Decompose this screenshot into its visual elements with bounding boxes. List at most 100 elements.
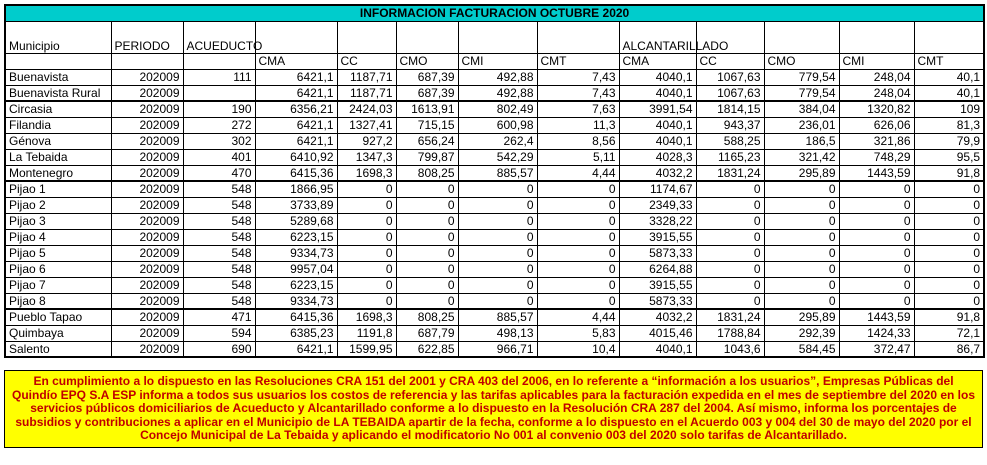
cell-municipio: Pijao 4 — [4, 228, 112, 246]
cell-value: 802,49 — [457, 100, 538, 118]
cell-periodo: 202009 — [110, 164, 184, 182]
cell-periodo: 202009 — [110, 228, 184, 246]
cell-value: 0 — [763, 244, 840, 262]
cell-value: 0 — [457, 228, 538, 246]
cell-value: 1191,8 — [336, 324, 397, 342]
cell-value: 779,54 — [763, 84, 840, 102]
subheader-cmt-acueducto: CMT — [536, 52, 620, 70]
table-row: Pijao 8 202009 548 9334,73 0 0 0 0 5873,33 0 0 0 0 — [4, 292, 985, 310]
table-row: Pijao 6 202009 548 9957,04 0 0 0 0 6264,88 0 0 0 0 — [4, 260, 985, 278]
cell-value: 0 — [395, 212, 459, 230]
cell-value: 5873,33 — [618, 292, 697, 310]
cell-value: 0 — [838, 212, 915, 230]
table-row: Pijao 7 202009 548 6223,15 0 0 0 0 3915,55 0 0 0 0 — [4, 276, 985, 294]
cell-periodo: 202009 — [110, 260, 184, 278]
header-acueducto: ACUEDUCTO — [182, 20, 262, 54]
cell-municipio: Pijao 6 — [4, 260, 112, 278]
cell-municipio: Montenegro — [4, 164, 112, 182]
cell-codigo: 548 — [182, 276, 256, 294]
cell-value: 2349,33 — [618, 196, 697, 214]
cell-codigo: 548 — [182, 196, 256, 214]
cell-value: 2424,03 — [336, 100, 397, 118]
cell-value: 1866,95 — [254, 180, 338, 198]
table-row: Pueblo Tapao 202009 471 6415,36 1698,3 808,25… — [4, 308, 985, 326]
table-row: Buenavista 202009 111 6421,1 1187,71 687,39 49… — [4, 68, 985, 86]
subheader-cmi-acueducto: CMI — [457, 52, 538, 70]
table-row: Quimbaya 202009 594 6385,23 1191,8 687,79 498,… — [4, 324, 985, 342]
cell-value: 40,1 — [913, 68, 985, 86]
cell-value: 0 — [336, 180, 397, 198]
cell-value: 0 — [536, 180, 620, 198]
cell-periodo: 202009 — [110, 132, 184, 150]
table-row: Pijao 1 202009 548 1866,95 0 0 0 0 1174,67 0 0 0 0 — [4, 180, 985, 198]
cell-value: 9957,04 — [254, 260, 338, 278]
cell-value: 9334,73 — [254, 292, 338, 310]
cell-periodo: 202009 — [110, 84, 184, 102]
cell-value: 295,89 — [763, 164, 840, 182]
cell-value: 588,25 — [695, 132, 765, 150]
cell-codigo: 272 — [182, 116, 256, 134]
cell-value: 0 — [457, 276, 538, 294]
table-row: Filandia 202009 272 6421,1 1327,41 715,15 600,… — [4, 116, 985, 134]
cell-value: 0 — [336, 228, 397, 246]
cell-municipio: Circasia — [4, 100, 112, 118]
cell-value: 0 — [695, 228, 765, 246]
cell-municipio: Pueblo Tapao — [4, 308, 112, 326]
cell-value: 808,25 — [395, 164, 459, 182]
cell-value: 1187,71 — [336, 68, 397, 86]
cell-value: 1347,3 — [336, 148, 397, 166]
cell-periodo: 202009 — [110, 244, 184, 262]
cell-value: 236,01 — [763, 116, 840, 134]
cell-value: 3915,55 — [618, 276, 697, 294]
group-header-row: Municipio PERIODO ACUEDUCTO ALCANTARILLA… — [4, 20, 985, 54]
cell-municipio: Pijao 2 — [4, 196, 112, 214]
cell-value: 384,04 — [763, 100, 840, 118]
cell-value: 0 — [336, 196, 397, 214]
header-blank — [838, 20, 915, 54]
cell-value: 0 — [395, 180, 459, 198]
cell-value: 584,45 — [763, 340, 840, 358]
cell-periodo: 202009 — [110, 148, 184, 166]
footer-notice: En cumplimiento a lo dispuesto en las Re… — [4, 370, 983, 448]
cell-value: 492,88 — [457, 84, 538, 102]
table-row: La Tebaida 202009 401 6410,92 1347,3 799,87 54… — [4, 148, 985, 166]
cell-value: 0 — [395, 244, 459, 262]
cell-value: 0 — [457, 292, 538, 310]
cell-value: 186,5 — [763, 132, 840, 150]
table-row: Circasia 202009 190 6356,21 2424,03 1613,91 80… — [4, 100, 985, 118]
cell-value: 0 — [763, 228, 840, 246]
cell-value: 86,7 — [913, 340, 985, 358]
cell-municipio: Quimbaya — [4, 324, 112, 342]
cell-value: 0 — [838, 276, 915, 294]
cell-value: 3991,54 — [618, 100, 697, 118]
cell-value: 0 — [457, 196, 538, 214]
cell-codigo: 190 — [182, 100, 256, 118]
cell-value: 1831,24 — [695, 164, 765, 182]
cell-value: 1067,63 — [695, 84, 765, 102]
cell-value: 656,24 — [395, 132, 459, 150]
cell-value: 0 — [838, 260, 915, 278]
cell-value: 1327,41 — [336, 116, 397, 134]
cell-value: 4040,1 — [618, 68, 697, 86]
cell-value: 542,29 — [457, 148, 538, 166]
cell-value: 0 — [536, 212, 620, 230]
cell-value: 1320,82 — [838, 100, 915, 118]
cell-value: 0 — [395, 260, 459, 278]
cell-value: 0 — [913, 244, 985, 262]
cell-value: 5,11 — [536, 148, 620, 166]
subheader-cc-alcantarillado: CC — [695, 52, 765, 70]
cell-periodo: 202009 — [110, 180, 184, 198]
cell-value: 748,29 — [838, 148, 915, 166]
cell-value: 262,4 — [457, 132, 538, 150]
cell-value: 72,1 — [913, 324, 985, 342]
cell-value: 0 — [913, 212, 985, 230]
cell-value: 6264,88 — [618, 260, 697, 278]
cell-value: 0 — [838, 244, 915, 262]
cell-value: 1043,6 — [695, 340, 765, 358]
header-blank — [395, 20, 459, 54]
cell-codigo: 111 — [182, 68, 256, 86]
cell-value: 6415,36 — [254, 308, 338, 326]
cell-value: 0 — [536, 292, 620, 310]
cell-value: 0 — [536, 196, 620, 214]
header-blank — [254, 20, 338, 54]
